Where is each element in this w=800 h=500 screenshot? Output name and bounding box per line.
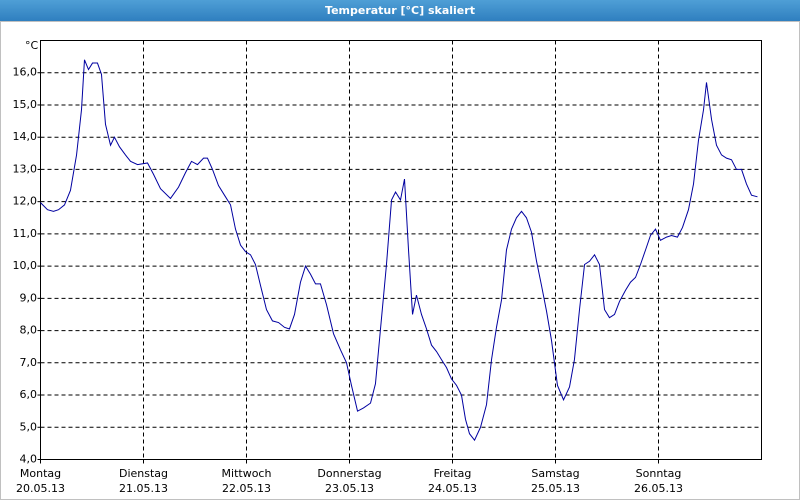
x-tick-label: Donnerstag [317, 467, 381, 480]
x-tick-label: Montag [20, 467, 61, 480]
y-tick-label: 15,0 [13, 98, 38, 111]
x-tick-date: 21.05.13 [119, 482, 168, 495]
y-tick-label: 11,0 [13, 227, 38, 240]
temperature-line [40, 59, 758, 442]
x-tick-label: Freitag [434, 467, 472, 480]
chart-title: Temperatur [°C] skaliert [325, 4, 475, 17]
y-tick-label: 4,0 [20, 453, 38, 466]
y-tick-label: 8,0 [20, 324, 38, 337]
x-tick-date: 24.05.13 [428, 482, 477, 495]
x-tick-date: 20.05.13 [16, 482, 65, 495]
y-tick-label: 14,0 [13, 130, 38, 143]
y-tick-label: 12,0 [13, 195, 38, 208]
x-tick-date: 25.05.13 [531, 482, 580, 495]
y-tick-label: 13,0 [13, 162, 38, 175]
x-tick-label: Samstag [531, 467, 579, 480]
x-tick-date: 23.05.13 [325, 482, 374, 495]
y-tick-label: 6,0 [20, 388, 38, 401]
x-tick-date: 26.05.13 [634, 482, 683, 495]
y-axis-unit: °C [25, 39, 39, 52]
y-tick-label: 9,0 [20, 291, 38, 304]
y-tick-label: 10,0 [13, 259, 38, 272]
x-tick-label: Mittwoch [222, 467, 272, 480]
y-tick-label: 7,0 [20, 356, 38, 369]
chart-frame [0, 21, 800, 500]
y-tick-label: 5,0 [20, 420, 38, 433]
y-tick-label: 16,0 [13, 66, 38, 79]
title-bar [0, 0, 800, 21]
x-tick-date: 22.05.13 [222, 482, 271, 495]
x-tick-label: Dienstag [119, 467, 168, 480]
x-tick-label: Sonntag [636, 467, 682, 480]
